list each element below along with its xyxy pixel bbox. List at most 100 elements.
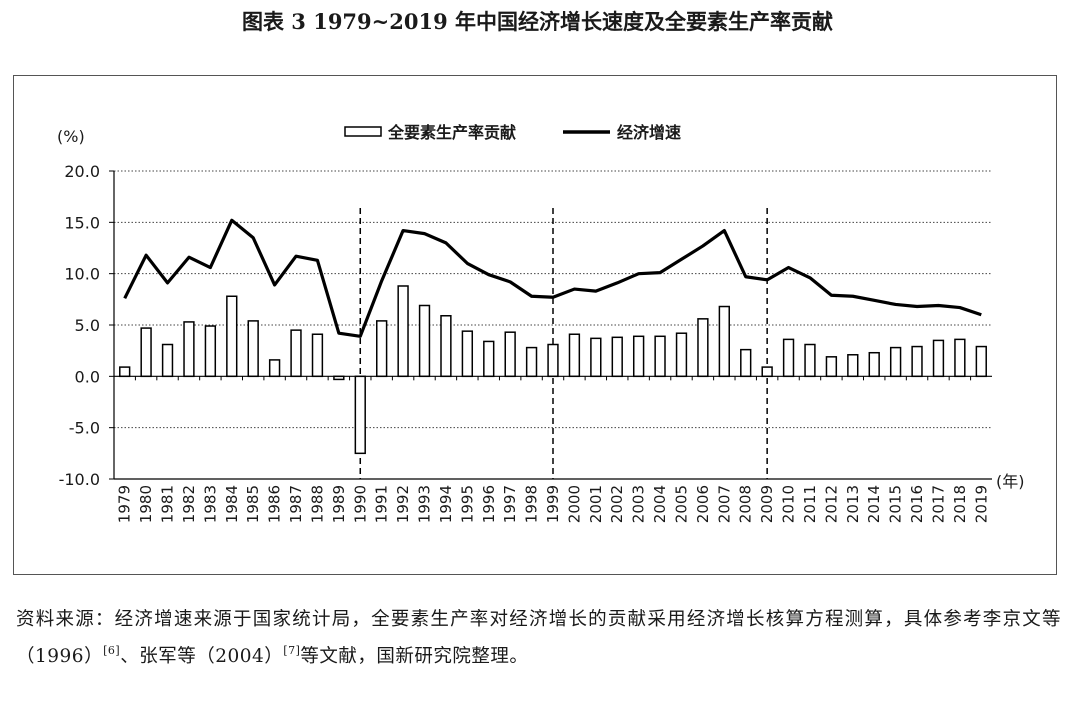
tfp-bar-1996 (483, 340, 495, 378)
x-tick-label: 1987 (287, 485, 305, 523)
tfp-bar-2015 (889, 346, 902, 378)
tfp-bar-1984 (226, 295, 238, 378)
x-tick-label: 2006 (694, 485, 712, 523)
tfp-bar-1985 (247, 320, 259, 378)
x-tick-label: 1995 (458, 485, 476, 523)
tfp-bar-2009 (761, 366, 773, 378)
x-tick-label: 1997 (501, 485, 519, 523)
legend-line-label: 经济增速 (617, 123, 681, 142)
x-tick-label: 1980 (137, 485, 155, 523)
tfp-bar-2004 (654, 335, 666, 378)
tfp-bar-1990 (354, 375, 366, 455)
x-tick-label: 2009 (758, 485, 776, 523)
y-tick-label: 5.0 (75, 316, 100, 335)
x-tick-label: 2016 (908, 485, 926, 523)
tfp-bar-2011 (804, 343, 816, 378)
x-tick-label: 2014 (865, 485, 883, 523)
x-tick-label: 1992 (394, 485, 412, 523)
tfp-bar-1991 (376, 320, 388, 378)
x-tick-label: 1979 (116, 485, 134, 523)
legend-bar-swatch (344, 126, 382, 137)
tfp-bar-1998 (525, 346, 538, 378)
x-tick-label: 1981 (159, 485, 177, 523)
x-tick-label: 1982 (180, 485, 198, 523)
x-tick-label: 2008 (737, 485, 755, 523)
y-tick-label: 0.0 (75, 367, 100, 386)
tfp-bar-2010 (782, 338, 795, 378)
x-tick-label: 1994 (437, 485, 455, 523)
x-tick-label: 1990 (351, 485, 369, 523)
x-tick-label: 1991 (373, 485, 391, 523)
x-tick-label: 2011 (801, 485, 819, 523)
tfp-bar-1988 (311, 333, 324, 378)
tfp-bar-2013 (847, 354, 859, 378)
tfp-bar-1997 (504, 331, 516, 378)
tfp-bar-1983 (204, 325, 217, 378)
x-tick-label: 1999 (544, 485, 562, 523)
x-tick-label: 2002 (608, 485, 626, 523)
y-tick-label: 10.0 (64, 265, 100, 284)
x-tick-label: 1989 (330, 485, 348, 523)
tfp-bar-1980 (140, 327, 152, 378)
tfp-bar-2019 (975, 345, 987, 378)
y-tick-label: -10.0 (59, 470, 100, 489)
source-note-mid: 、张军等（2004） (120, 646, 284, 667)
y-tick-label: 20.0 (64, 162, 100, 181)
y-unit-label: (%) (57, 127, 85, 146)
x-tick-label: 2013 (844, 485, 862, 523)
x-tick-label: 1996 (480, 485, 498, 523)
x-tick-label: 2005 (672, 485, 690, 523)
x-tick-label: 1983 (201, 485, 219, 523)
source-note-tail: 等文献，国新研究院整理。 (300, 646, 529, 667)
tfp-bar-2008 (740, 348, 752, 378)
x-tick-label: 1985 (244, 485, 262, 523)
y-tick-label: 15.0 (64, 213, 100, 232)
tfp-bar-2001 (590, 337, 602, 378)
tfp-bar-2018 (954, 338, 966, 378)
tfp-bar-2000 (568, 333, 581, 378)
x-tick-label: 2007 (715, 485, 733, 523)
tfp-bar-1999 (547, 343, 559, 378)
tfp-bar-1986 (268, 359, 281, 378)
reference-6: [6] (103, 644, 121, 657)
tfp-bar-2014 (868, 351, 880, 378)
x-tick-label: 2017 (929, 485, 947, 523)
legend-bar-label: 全要素生产率贡献 (387, 123, 516, 142)
x-tick-label: 1993 (416, 485, 434, 523)
tfp-bar-1982 (183, 321, 195, 378)
tfp-bar-1993 (418, 304, 431, 378)
tfp-bar-1979 (119, 366, 131, 378)
x-tick-label: 1988 (308, 485, 326, 523)
legend: 全要素生产率贡献 经济增速 (344, 123, 681, 142)
tfp-bar-2003 (632, 335, 645, 378)
growth-line (123, 218, 982, 338)
x-tick-label: 2001 (587, 485, 605, 523)
x-tick-labels: 1979 1980 1981 1982 1983 1984 1985 1986 1987 1988… (113, 376, 990, 523)
tfp-bar-2007 (718, 305, 730, 378)
x-tick-label: 2012 (822, 485, 840, 523)
tfp-bar-2006 (697, 318, 709, 378)
tfp-bar-2005 (675, 332, 688, 378)
reference-7: [7] (283, 644, 301, 657)
chart-frame (13, 75, 1057, 575)
x-tick-label: 1986 (266, 485, 284, 523)
x-tick-label: 2019 (972, 485, 990, 523)
tfp-bar-2012 (825, 356, 838, 378)
tfp-bar-2017 (932, 339, 945, 378)
tfp-bar-1995 (461, 330, 474, 378)
tfp-bar-2016 (911, 345, 923, 378)
x-tick-label: 2003 (630, 485, 648, 523)
y-tick-labels: 20.0 15.0 10.0 5.0 0.0 -5.0 -10.0 (59, 162, 114, 489)
tfp-bar-1994 (440, 315, 452, 378)
x-tick-label: 2015 (887, 485, 905, 523)
tfp-bar-2002 (611, 336, 623, 378)
chart: 20.0 15.0 10.0 5.0 0.0 -5.0 -10.0 1979 1980 1981… (57, 123, 1025, 523)
x-tick-label: 2000 (565, 485, 583, 523)
x-tick-label: 1998 (523, 485, 541, 523)
x-tick-label: 2004 (651, 485, 669, 523)
source-note: 资料来源：经济增速来源于国家统计局，全要素生产率对经济增长的贡献采用经济增长核算… (16, 604, 1061, 672)
figure-title: 图表 3 1979~2019 年中国经济增长速度及全要素生产率贡献 (241, 9, 834, 34)
x-tick-label: 1984 (223, 485, 241, 523)
x-tick-label: 2018 (951, 485, 969, 523)
tfp-bar-1981 (161, 343, 174, 378)
